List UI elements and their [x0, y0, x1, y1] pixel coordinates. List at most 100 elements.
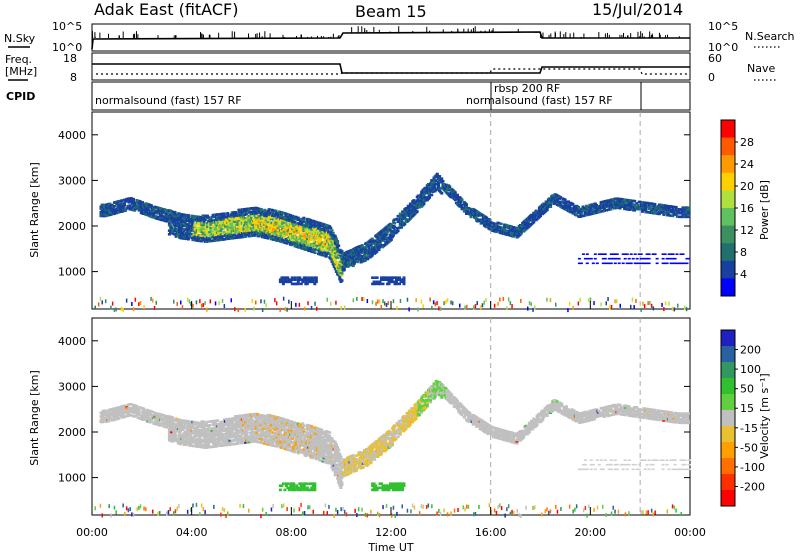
- echo-cell: [180, 422, 184, 426]
- echo-cell: [591, 262, 595, 265]
- echo-cell: [650, 207, 653, 211]
- echo-cell: [247, 435, 251, 438]
- echo-cell: [309, 238, 313, 242]
- echo-cell: [141, 206, 144, 210]
- echo-cell: [331, 231, 335, 235]
- echo-cell: [393, 225, 397, 229]
- echo-cell: [200, 429, 204, 432]
- echo-cell: [173, 211, 177, 214]
- echo-cell: [602, 207, 606, 211]
- echo-cell: [211, 224, 215, 228]
- echo-cell: [285, 227, 289, 231]
- echo-cell: [118, 207, 122, 210]
- echo-cell: [434, 188, 438, 192]
- echo-cell: [328, 239, 332, 243]
- echo-cell: [213, 231, 217, 235]
- echo-cell: [638, 208, 642, 211]
- echo-cell: [308, 249, 311, 253]
- echo-cell: [354, 259, 357, 263]
- echo-cell: [172, 218, 176, 221]
- echo-cell: [676, 210, 680, 213]
- power-time-markers: [490, 112, 641, 309]
- echo-cell: [167, 220, 171, 223]
- echo-cell: [408, 307, 410, 312]
- echo-cell: [211, 232, 215, 235]
- echo-cell: [136, 412, 140, 416]
- echo-cell: [146, 414, 150, 418]
- echo-cell: [643, 257, 647, 260]
- echo-cell: [282, 228, 286, 231]
- echo-cell: [265, 428, 269, 431]
- echo-cell: [204, 435, 208, 438]
- echo-cell: [601, 257, 605, 260]
- echo-cell: [685, 307, 688, 312]
- echo-cell: [192, 233, 196, 236]
- echo-cell: [109, 417, 113, 420]
- echo-cell: [267, 219, 271, 222]
- echo-cell: [234, 212, 237, 216]
- echo-cell: [207, 232, 211, 236]
- echo-cell: [671, 214, 675, 218]
- echo-cell: [306, 234, 310, 238]
- echo-cell: [505, 229, 509, 233]
- echo-cell: [180, 300, 182, 305]
- echo-cell: [169, 426, 172, 430]
- echo-cell: [119, 409, 123, 412]
- echo-cell: [206, 429, 209, 433]
- echo-cell: [148, 420, 152, 424]
- echo-cell: [371, 300, 374, 305]
- echo-cell: [650, 303, 653, 308]
- echo-cell: [223, 304, 226, 308]
- echo-cell: [613, 205, 616, 208]
- echo-cell: [238, 217, 242, 221]
- echo-cell: [313, 251, 317, 254]
- echo-cell: [230, 432, 234, 435]
- echo-cell: [141, 210, 144, 213]
- echo-cell: [243, 224, 246, 227]
- echo-cell: [641, 262, 645, 265]
- echo-cell: [104, 413, 107, 416]
- echo-cell: [687, 213, 690, 217]
- echo-cell: [507, 297, 510, 302]
- echo-cell: [120, 210, 124, 213]
- echo-cell: [256, 230, 260, 234]
- echo-cell: [464, 305, 466, 310]
- echo-cell: [343, 305, 346, 310]
- echo-cell: [287, 233, 291, 237]
- echo-cell: [577, 301, 580, 306]
- echo-cell: [207, 425, 211, 429]
- echo-cell: [223, 237, 227, 241]
- echo-cell: [237, 225, 241, 228]
- echo-cell: [241, 226, 245, 229]
- echo-cell: [229, 441, 233, 444]
- echo-cell: [244, 307, 246, 312]
- echo-cell: [194, 423, 198, 426]
- echo-cell: [313, 245, 317, 249]
- echo-cell: [359, 249, 363, 253]
- echo-cell: [243, 419, 246, 423]
- echo-cell: [227, 224, 231, 228]
- echo-cell: [259, 435, 263, 439]
- echo-cell: [378, 240, 382, 243]
- echo-cell: [274, 209, 278, 213]
- power-echoes: [94, 172, 691, 313]
- echo-cell: [317, 223, 320, 226]
- echo-cell: [611, 253, 615, 255]
- echo-cell: [680, 210, 684, 213]
- echo-cell: [210, 436, 214, 439]
- echo-cell: [607, 257, 611, 260]
- echo-cell: [567, 308, 569, 313]
- echo-cell: [674, 213, 678, 216]
- echo-cell: [258, 417, 262, 420]
- echo-cell: [545, 208, 549, 211]
- echo-cell: [211, 219, 215, 222]
- echo-cell: [191, 222, 195, 225]
- echo-cell: [117, 413, 121, 416]
- echo-cell: [178, 435, 181, 438]
- echo-cell: [650, 209, 653, 213]
- echo-cell: [181, 441, 185, 444]
- echo-cell: [304, 224, 308, 228]
- echo-cell: [257, 440, 261, 444]
- echo-cell: [632, 205, 636, 208]
- echo-cell: [369, 244, 373, 247]
